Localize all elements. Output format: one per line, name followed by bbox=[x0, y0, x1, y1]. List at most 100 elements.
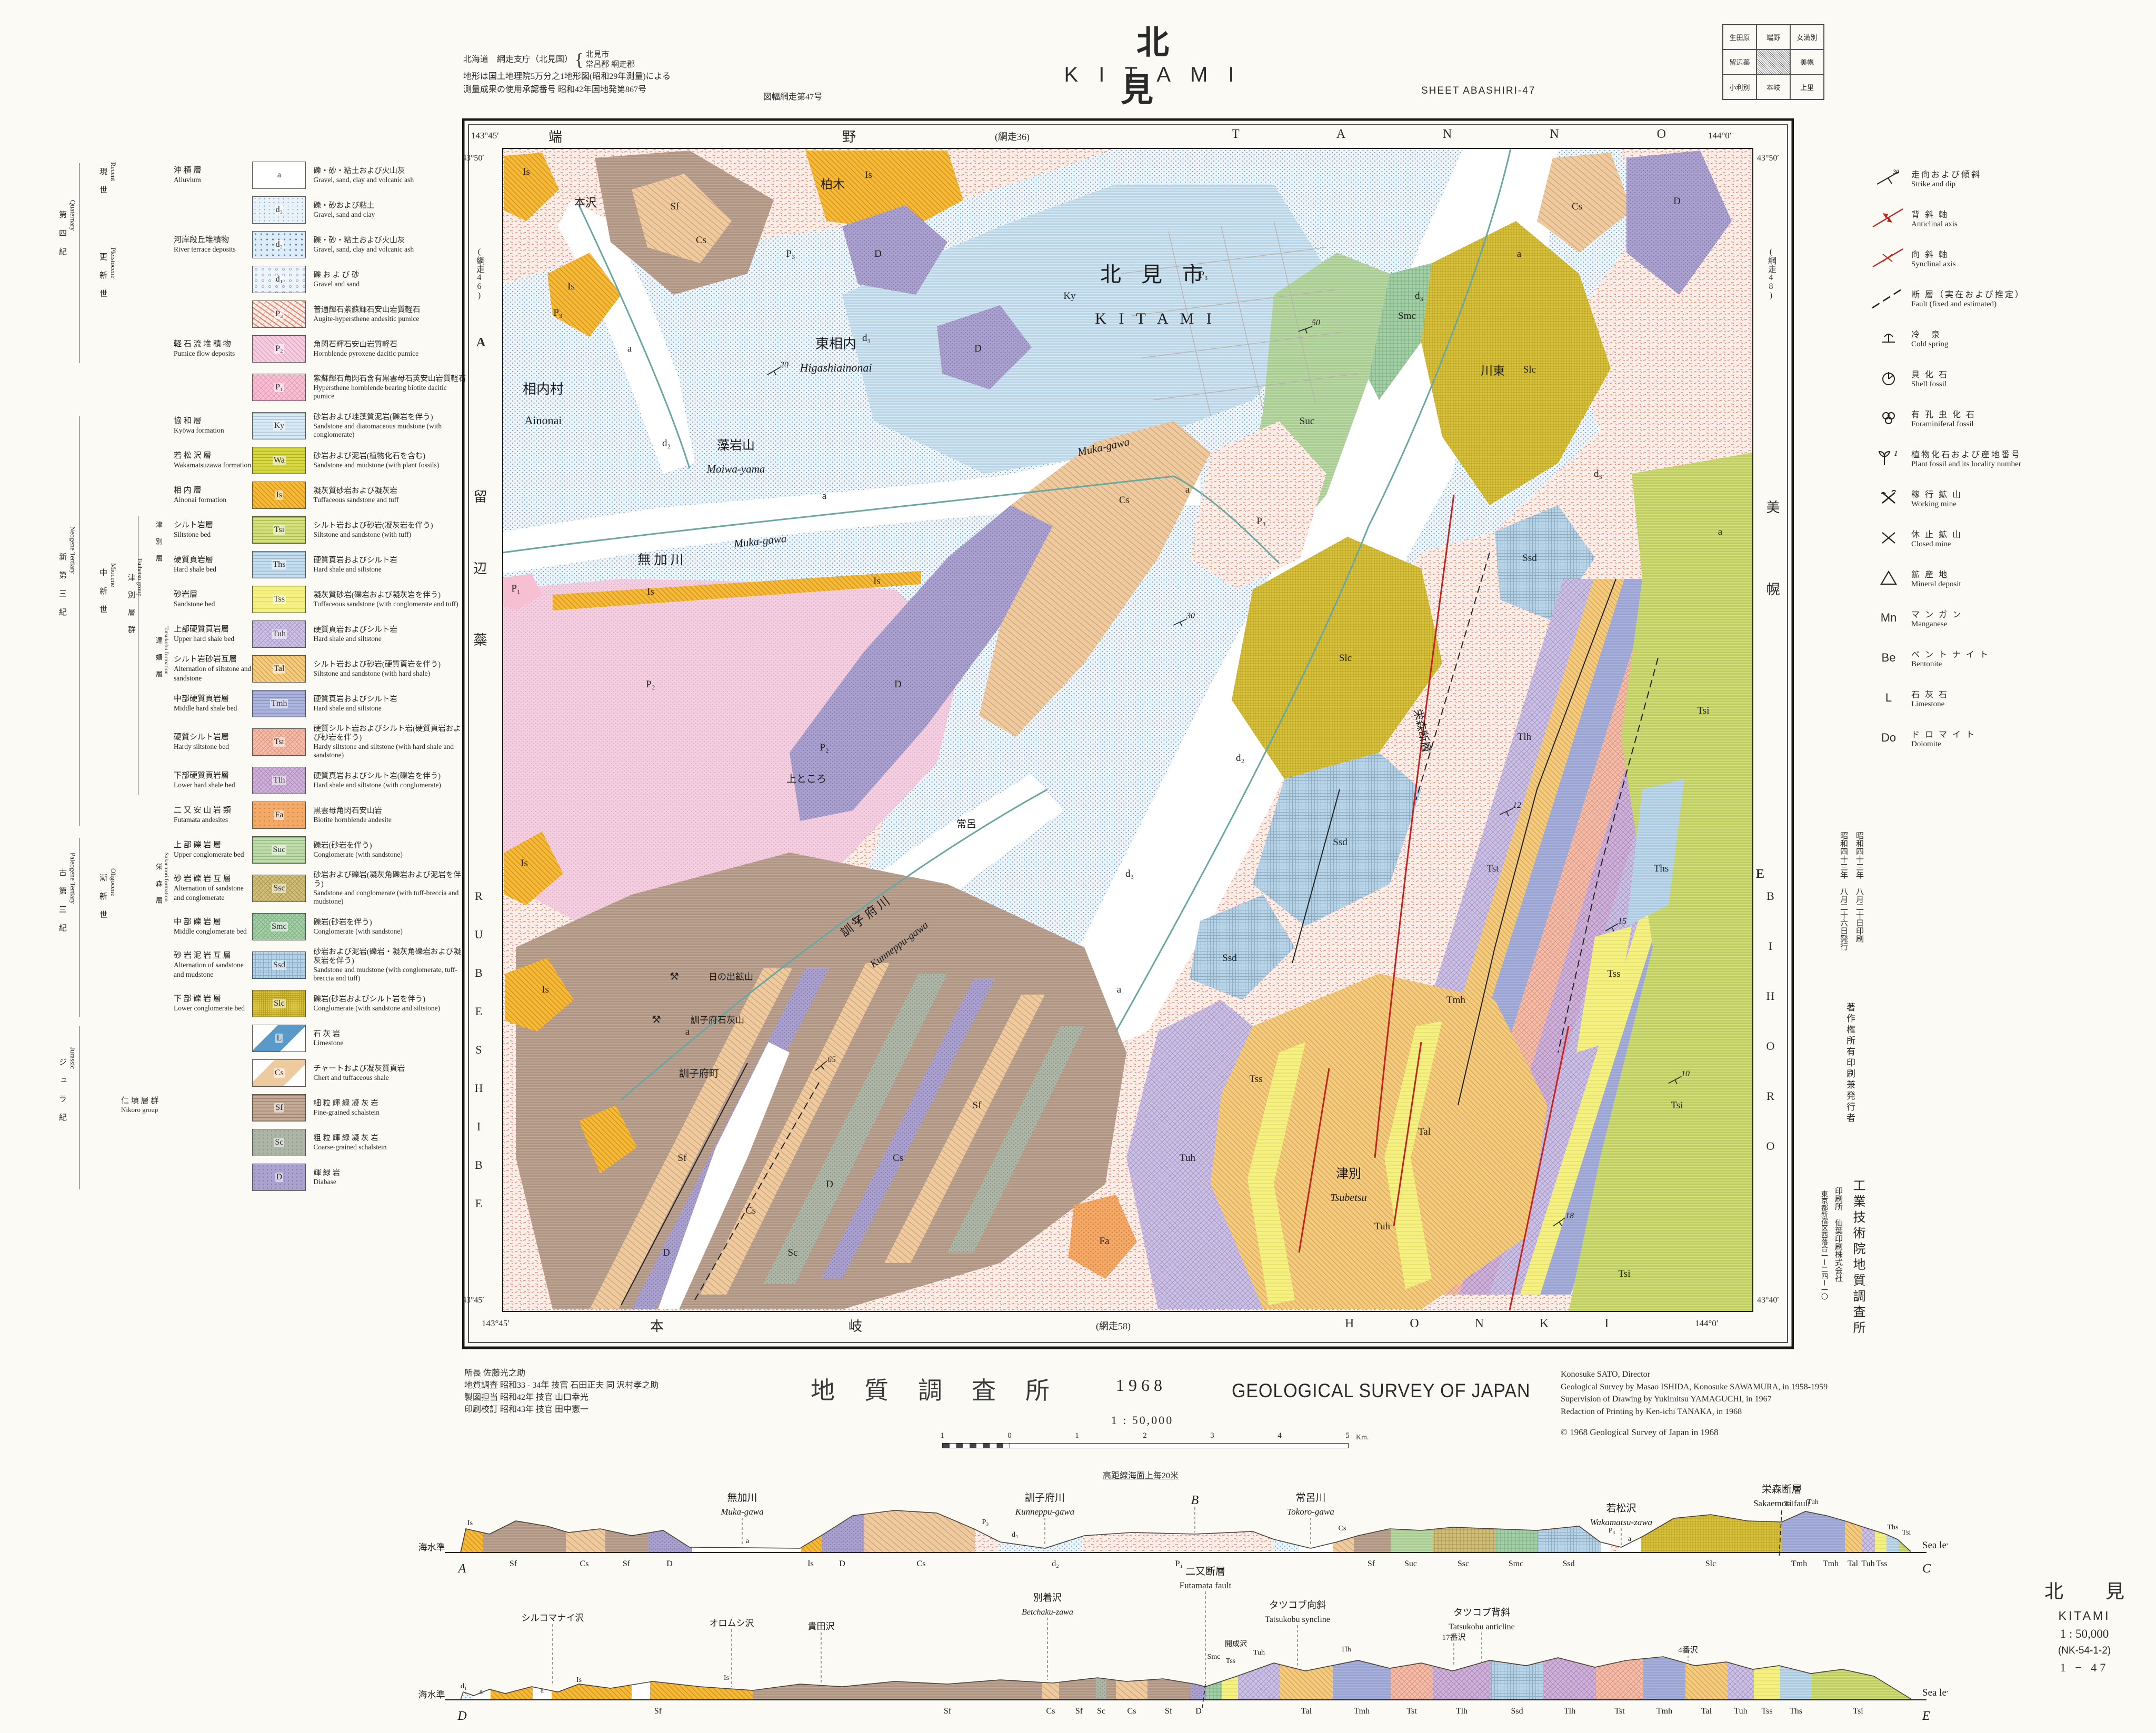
anticline-icon bbox=[1872, 208, 1903, 228]
section-d-end: E bbox=[1922, 1709, 1930, 1723]
page-title: 北 見 bbox=[1120, 25, 1265, 108]
swatch-Tss: Tss bbox=[252, 586, 306, 613]
svg-text:津別: 津別 bbox=[1336, 1167, 1361, 1181]
symbol-row: Do ド ロ マ イ ト Dolomite bbox=[1866, 718, 2150, 758]
svg-text:シルコマナイ沢: シルコマナイ沢 bbox=[522, 1613, 584, 1623]
agency-en: GEOLOGICAL SURVEY OF JAPAN bbox=[1232, 1380, 1531, 1401]
swatch-Ssc: Ssc bbox=[252, 875, 306, 902]
legend-row: 若 松 沢 層 Wakamatsuzawa formation Wa 砂岩および泥岩(… bbox=[174, 443, 468, 478]
era-paleogene-en: Paleogene Tertiary bbox=[69, 853, 77, 904]
legend-row: 硬質頁岩層 Hard shale bed Ths 硬質頁岩およびシルト岩 Hard sh… bbox=[174, 547, 468, 582]
svg-text:Is: Is bbox=[647, 586, 654, 597]
svg-text:Tlh: Tlh bbox=[1341, 1646, 1351, 1654]
imprint-printer: 印刷所 仙葉印刷株式会社 bbox=[1834, 1187, 1842, 1282]
index-cell-current bbox=[1756, 49, 1790, 75]
svg-text:D: D bbox=[663, 1247, 670, 1258]
svg-text:P₁: P₁ bbox=[511, 583, 520, 594]
svg-text:Tmh: Tmh bbox=[1656, 1707, 1672, 1716]
rivers bbox=[503, 148, 1512, 1101]
svg-text:Tlh: Tlh bbox=[1518, 732, 1532, 743]
symbol-row: 冷 泉 Cold spring bbox=[1866, 318, 2150, 358]
section-a-start: A bbox=[457, 1562, 466, 1576]
svg-text:a: a bbox=[1517, 248, 1522, 259]
legend-row: 協 和 層 Kyōwa formation Ky 砂岩および珪藻質泥岩(礫岩を伴う) S… bbox=[174, 408, 468, 443]
svg-text:Tst: Tst bbox=[1614, 1707, 1625, 1716]
swatch-Fa: Fa bbox=[252, 802, 306, 829]
coord-lon-bl: 143°45′ bbox=[482, 1318, 510, 1328]
admin-note: 北海道 網走支庁（北見国） { 北見市 常呂郡 網走郡 地形は国土地理院5万分之… bbox=[463, 50, 671, 94]
dip-value: 30 bbox=[1186, 612, 1195, 620]
coord-lon-tl: 143°45′ bbox=[471, 131, 500, 141]
svg-text:訓子府川: 訓子府川 bbox=[1025, 1492, 1065, 1504]
svg-text:Tsi: Tsi bbox=[1853, 1707, 1863, 1716]
fm-sakaemori: 栄 森 層 bbox=[155, 863, 163, 905]
svg-text:1: 1 bbox=[1894, 449, 1898, 458]
map-scale: 1 : 50,000 bbox=[1111, 1414, 1174, 1427]
svg-text:Tuh: Tuh bbox=[1734, 1707, 1747, 1716]
scale-bar: 1 0 1 2 3 4 5 Km. bbox=[940, 1431, 1369, 1448]
swatch-Suc: Suc bbox=[252, 836, 306, 864]
swatch-a: a bbox=[252, 162, 306, 189]
coord-lat-br: 43°40′ bbox=[1757, 1296, 1779, 1305]
mineral-deposit-icon bbox=[1880, 570, 1897, 585]
swatch-Ssd: Ssd bbox=[252, 951, 306, 979]
legend-row: d₁ 礫 お よ び 砂 Gravel and sand bbox=[174, 262, 468, 297]
imprint-address: 東京都新宿区西落合一ー二四ー一〇 bbox=[1820, 1190, 1828, 1300]
svg-text:Tatsukobu anticline: Tatsukobu anticline bbox=[1449, 1622, 1515, 1631]
adjoining-top-en: T A N N O bbox=[1232, 127, 1713, 141]
svg-text:相内村: 相内村 bbox=[523, 382, 564, 397]
svg-text:Cs: Cs bbox=[745, 1205, 756, 1216]
sea-level-en: Sea level bbox=[1922, 1540, 1948, 1551]
scale-tick: 3 bbox=[1210, 1431, 1214, 1440]
geologic-map: 20 50 65 30 15 12 18 10 ⚒ ⚒ P₃ Is Sf Cs Is… bbox=[462, 118, 1794, 1349]
era-miocene: 中 新 世 bbox=[98, 568, 107, 614]
imprint-publisher: 著作権所有印刷兼発行者 bbox=[1845, 1003, 1855, 1124]
svg-text:Sc: Sc bbox=[788, 1247, 798, 1258]
svg-text:Tal: Tal bbox=[1848, 1559, 1859, 1568]
svg-text:Is: Is bbox=[873, 576, 881, 587]
svg-text:二又断層: 二又断層 bbox=[1185, 1566, 1225, 1577]
scale-tick: 0 bbox=[1007, 1431, 1012, 1440]
svg-text:Kunneppu-gawa: Kunneppu-gawa bbox=[1015, 1507, 1074, 1517]
svg-text:Tmh: Tmh bbox=[1354, 1707, 1370, 1716]
svg-text:a: a bbox=[1185, 484, 1190, 495]
section-a-minor: Is a P₃ d₃ Cs P₃ a Tal Tuh Ths Tsi bbox=[467, 1498, 1911, 1545]
legend-row: P₃ 普通輝石紫蘇輝石安山岩質軽石 Augite-hypersthene andes… bbox=[174, 297, 468, 332]
svg-text:無加川: 無加川 bbox=[727, 1492, 757, 1504]
symbol-row: 断 層（実在および推定） Fault (fixed and estimated) bbox=[1866, 278, 2150, 318]
svg-text:東相内: 東相内 bbox=[815, 336, 856, 352]
imprint-agency: 工業技術院地質調査所 bbox=[1851, 1179, 1864, 1337]
svg-text:Cs: Cs bbox=[893, 1153, 903, 1164]
svg-text:川東: 川東 bbox=[1481, 364, 1505, 377]
svg-text:P₁: P₁ bbox=[1175, 1559, 1183, 1568]
scale-unit: Km. bbox=[1356, 1434, 1369, 1441]
group-nikoro: 仁 頃 層 群 Nikoro group bbox=[121, 1097, 159, 1114]
corner-number: 1 − 47 bbox=[2060, 1661, 2109, 1674]
svg-text:Ssd: Ssd bbox=[1333, 837, 1348, 848]
corner-series: (NK-54-1-2) bbox=[2058, 1645, 2111, 1656]
swatch-D: D bbox=[252, 1164, 306, 1191]
era-bracket bbox=[79, 416, 83, 826]
svg-text:Is: Is bbox=[567, 281, 575, 292]
svg-text:a: a bbox=[822, 490, 827, 502]
era-neogene-en: Neogene Tertiary bbox=[69, 526, 77, 574]
fm-tatsukobu: 達 媚 層 bbox=[155, 637, 163, 678]
group-tsubetsu: 津 別 層 群 bbox=[127, 574, 135, 634]
svg-text:Tal: Tal bbox=[1418, 1126, 1431, 1137]
cross-sections: 海水準 A Sea level C 無加川 Muka-gawa 訓子府川 Kun… bbox=[418, 1484, 1948, 1723]
svg-text:P₃: P₃ bbox=[982, 1518, 989, 1526]
era-quaternary: 第 四 紀 bbox=[58, 211, 66, 256]
svg-text:d₃: d₃ bbox=[1415, 290, 1423, 302]
be-letter: Be bbox=[1881, 651, 1896, 664]
swatch-d2: d₂ bbox=[252, 231, 306, 258]
swatch-Is: Is bbox=[252, 482, 306, 509]
section-marker-E: E bbox=[1756, 867, 1765, 881]
svg-text:P₃: P₃ bbox=[1199, 269, 1207, 281]
svg-text:Tmh: Tmh bbox=[1791, 1559, 1807, 1568]
svg-text:Is: Is bbox=[865, 169, 872, 181]
approval-note: 測量成果の使用承認番号 昭和42年国地発第867号 bbox=[463, 85, 647, 94]
svg-text:a: a bbox=[541, 1687, 544, 1695]
imprint-date-issued: 昭和四十三年 八月二十六日発行 bbox=[1839, 832, 1848, 950]
svg-text:Sf: Sf bbox=[1165, 1707, 1173, 1716]
